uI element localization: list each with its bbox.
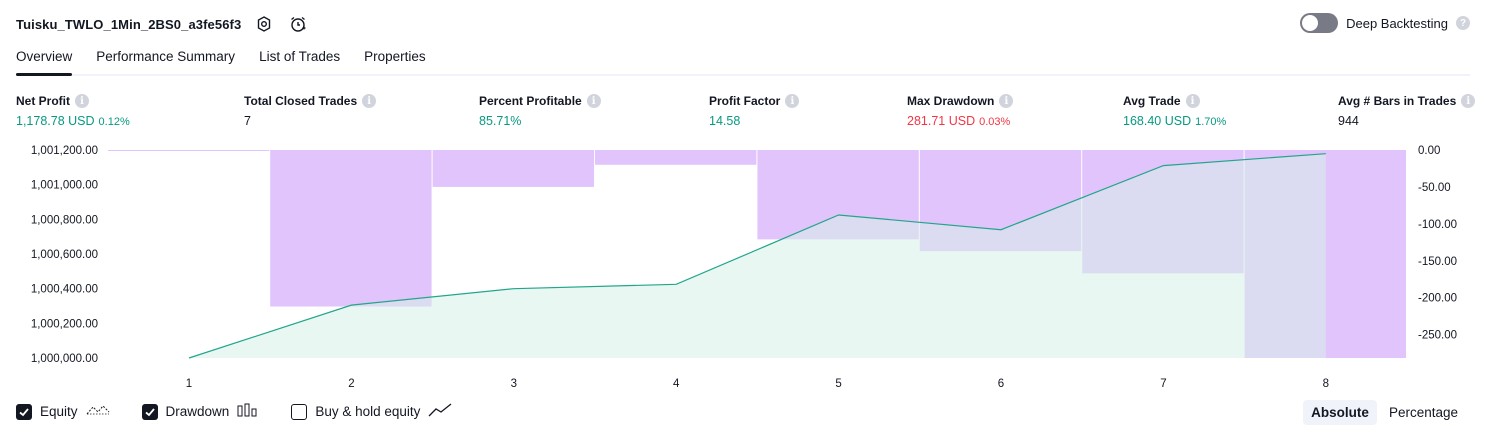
drawdown-y-tick: -200.00 — [1418, 293, 1457, 305]
metric-label: Total Closed Trades — [244, 94, 358, 108]
trend-line-icon — [428, 402, 452, 421]
metric-value: 281.71 USD — [907, 114, 976, 128]
metric-profit-factor: Profit Factor i 14.58 — [709, 94, 800, 128]
drawdown-bar — [595, 150, 757, 165]
equity-line — [188, 153, 1326, 359]
drawdown-y-tick: -150.00 — [1418, 256, 1457, 268]
metric-label: Avg Trade — [1123, 94, 1181, 108]
absolute-button[interactable]: Absolute — [1303, 400, 1377, 425]
info-icon[interactable]: i — [75, 94, 89, 108]
chart-legend: Equity Drawdown Buy & hold equity — [16, 402, 474, 421]
tab-bar: Overview Performance Summary List of Tra… — [16, 44, 1470, 76]
metric-net-profit: Net Profit i 1,178.78 USD 0.12% — [16, 94, 130, 128]
equity-checkbox[interactable] — [16, 403, 32, 420]
x-axis: 1 2 3 4 5 6 7 8 — [186, 378, 1329, 390]
tab-properties[interactable]: Properties — [364, 49, 426, 64]
info-icon[interactable]: i — [1185, 94, 1200, 108]
drawdown-y-tick: -100.00 — [1418, 219, 1457, 231]
tab-overview[interactable]: Overview — [16, 44, 73, 76]
x-tick-label: 4 — [673, 378, 680, 390]
deep-backtesting-toggle[interactable] — [1300, 13, 1339, 33]
metric-label: Max Drawdown — [907, 94, 995, 108]
equity-y-tick: 1,000,000.00 — [31, 353, 98, 365]
x-tick-label: 2 — [348, 378, 354, 390]
strategy-header: Tuisku_TWLO_1Min_2BS0_a3fe56f3 — [16, 10, 309, 38]
percentage-button[interactable]: Percentage — [1388, 405, 1458, 420]
deep-backtesting: Deep Backtesting ? — [1300, 13, 1470, 33]
equity-y-tick: 1,000,200.00 — [31, 318, 98, 330]
toggle-knob — [1302, 15, 1319, 31]
equity-line-icon — [86, 403, 110, 420]
gear-icon[interactable] — [253, 13, 275, 35]
deep-backtesting-label: Deep Backtesting — [1346, 15, 1448, 31]
metric-total-closed-trades: Total Closed Trades i 7 — [244, 94, 377, 128]
legend-equity[interactable]: Equity — [16, 403, 110, 420]
equity-y-tick: 1,000,600.00 — [31, 249, 98, 261]
metric-avg-trade: Avg Trade i 168.40 USD 1.70% — [1123, 94, 1226, 128]
info-icon[interactable]: i — [1461, 94, 1476, 108]
legend-equity-label: Equity — [40, 404, 78, 419]
equity-y-tick: 1,001,000.00 — [31, 180, 98, 192]
equity-y-tick: 1,000,400.00 — [31, 284, 98, 296]
metric-label: Profit Factor — [709, 94, 781, 108]
question-icon[interactable]: ? — [1456, 16, 1470, 30]
metric-value: 85.71% — [479, 114, 522, 128]
drawdown-bar — [270, 150, 432, 307]
metric-value: 1,178.78 USD — [16, 114, 95, 128]
drawdown-bar — [432, 150, 594, 187]
metric-label: Percent Profitable — [479, 94, 582, 108]
equity-y-tick: 1,000,800.00 — [31, 214, 98, 226]
metric-percent: 0.12% — [98, 116, 130, 128]
x-tick-label: 5 — [835, 378, 841, 390]
drawdown-y-axis: 0.00 -50.00 -100.00 -150.00 -200.00 -250.00 — [1418, 145, 1457, 342]
equity-drawdown-chart: 1,001,200.00 1,001,000.00 1,000,800.00 1,00… — [31, 145, 1457, 390]
metric-value: 944 — [1338, 114, 1359, 128]
metric-percent: 1.70% — [1195, 116, 1227, 128]
drawdown-y-tick: -50.00 — [1418, 182, 1451, 194]
metric-percent-profitable: Percent Profitable i 85.71% — [479, 94, 601, 128]
equity-area — [189, 153, 1326, 358]
metric-max-drawdown: Max Drawdown i 281.71 USD 0.03% — [907, 94, 1014, 128]
equity-y-tick: 1,001,200.00 — [31, 145, 98, 157]
metric-label: Avg # Bars in Trades — [1338, 94, 1457, 108]
info-icon[interactable]: i — [999, 94, 1014, 108]
scale-mode-switch: Absolute Percentage — [1303, 400, 1466, 425]
strategy-name: Tuisku_TWLO_1Min_2BS0_a3fe56f3 — [16, 16, 242, 32]
drawdown-y-tick: 0.00 — [1418, 145, 1440, 157]
x-tick-label: 3 — [511, 378, 517, 390]
metric-avg-bars: Avg # Bars in Trades i 944 — [1338, 94, 1476, 128]
info-icon[interactable]: i — [586, 94, 601, 108]
drawdown-bar — [108, 150, 270, 151]
legend-buy-hold[interactable]: Buy & hold equity — [291, 402, 452, 421]
buy-hold-checkbox[interactable] — [291, 403, 308, 420]
info-icon[interactable]: i — [362, 94, 377, 108]
legend-buy-hold-label: Buy & hold equity — [315, 404, 421, 419]
drawdown-bars-icon — [237, 403, 259, 420]
metric-value: 14.58 — [709, 114, 741, 128]
drawdown-checkbox[interactable] — [141, 403, 158, 420]
x-tick-label: 8 — [1323, 378, 1329, 390]
metric-value: 7 — [244, 114, 251, 128]
equity-y-axis: 1,001,200.00 1,001,000.00 1,000,800.00 1,00… — [31, 145, 98, 365]
equity-series — [188, 153, 1326, 359]
legend-drawdown-label: Drawdown — [165, 404, 230, 419]
x-tick-label: 7 — [1160, 378, 1166, 390]
tab-list-of-trades[interactable]: List of Trades — [259, 49, 341, 64]
drawdown-y-tick: -250.00 — [1418, 330, 1457, 342]
tab-performance-summary[interactable]: Performance Summary — [96, 49, 236, 64]
legend-drawdown[interactable]: Drawdown — [141, 403, 260, 420]
metric-value: 168.40 USD — [1123, 114, 1192, 128]
info-icon[interactable]: i — [785, 94, 800, 108]
metric-label: Net Profit — [16, 94, 70, 108]
x-tick-label: 1 — [186, 378, 192, 390]
x-tick-label: 6 — [998, 378, 1004, 390]
alarm-clock-icon[interactable] — [287, 13, 309, 35]
metric-percent: 0.03% — [979, 116, 1011, 128]
